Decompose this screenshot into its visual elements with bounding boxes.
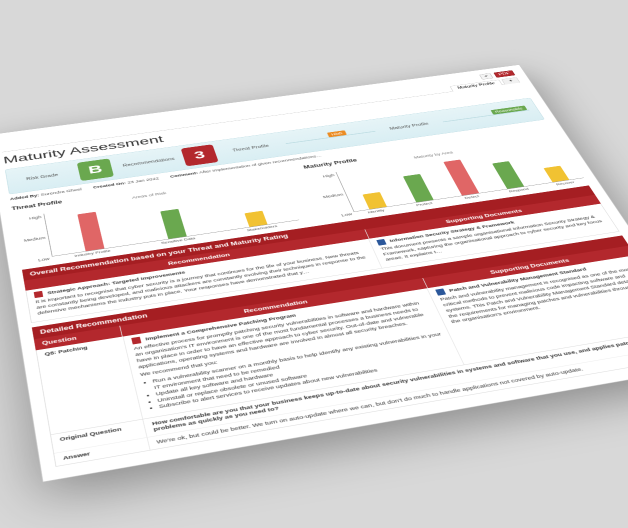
- pdf-icon: [34, 291, 43, 298]
- chart-bar: [437, 159, 485, 197]
- pdf-icon: [131, 337, 141, 345]
- assessment-page: + PDF Maturity Profile + Maturity Assess…: [0, 65, 628, 483]
- detailed-question-code: Q8: Patching: [44, 345, 88, 357]
- tab-add[interactable]: +: [501, 78, 520, 85]
- meta-comment-key: Comment:: [169, 171, 198, 178]
- meta-added-by-key: Added By:: [10, 194, 40, 202]
- chart-bar: [486, 161, 530, 191]
- risk-grade-label: Risk Grade: [16, 172, 68, 183]
- maturity-profile-label: Maturity Profile: [385, 122, 433, 132]
- add-button[interactable]: +: [479, 73, 493, 79]
- recommendations-label: Recommendations: [122, 157, 173, 168]
- word-doc-icon: [377, 239, 387, 246]
- threat-marker: High: [327, 131, 347, 138]
- risk-grade-box: B: [77, 159, 114, 182]
- chart-bar: [397, 173, 440, 203]
- meta-created-key: Created On:: [93, 181, 127, 189]
- word-doc-icon: [435, 289, 446, 296]
- recommendation-count-box: 3: [181, 145, 219, 167]
- threat-profile-label: Threat Profile: [226, 143, 276, 153]
- maturity-marker: Reasonable: [490, 106, 527, 115]
- meta-created-val: 23 Jan 2022: [127, 177, 159, 185]
